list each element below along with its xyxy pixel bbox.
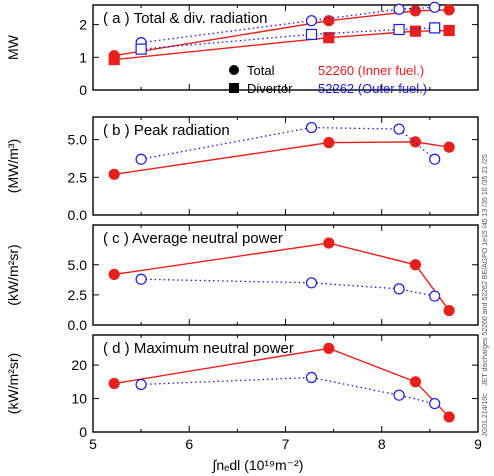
data-point-square — [323, 32, 335, 44]
data-point-circle — [393, 389, 405, 401]
data-point-circle — [305, 121, 318, 134]
series-line-52262 — [141, 6, 435, 44]
y-tick-label: 10 — [71, 391, 87, 407]
data-point-circle — [393, 123, 405, 135]
data-point-circle — [393, 3, 405, 15]
data-point-circle — [429, 153, 441, 165]
data-point-circle — [108, 268, 120, 280]
x-tick-label: 5 — [89, 436, 97, 452]
data-point-circle — [323, 342, 335, 354]
data-point-circle — [443, 304, 455, 317]
data-point-circle — [429, 1, 441, 13]
data-point-circle — [305, 371, 318, 384]
data-point-square — [429, 22, 441, 34]
x-tick-label: 7 — [282, 436, 290, 452]
data-point-square — [135, 43, 147, 55]
y-axis-label: MW — [5, 34, 21, 60]
data-point-circle — [135, 378, 147, 391]
data-point-circle — [305, 15, 318, 27]
panel-a: 0 1 2 ( a ) Total & div. radiation MW Total Di… — [5, 1, 479, 98]
series-line-52262 — [141, 376, 435, 405]
side-annotation-id: JG01.214/10c — [482, 393, 489, 437]
y-tick-label: 5.0 — [68, 132, 88, 148]
data-point-circle — [443, 4, 455, 16]
y-tick-label: 2 — [79, 17, 87, 33]
data-point-circle — [409, 376, 422, 388]
series-line-52260 — [114, 347, 450, 418]
y-tick-label: 1 — [79, 49, 87, 65]
data-point-circle — [135, 273, 147, 285]
panel-d: 0 10 20 ( d ) Maximum neutral power (kW/m²sr… — [5, 334, 479, 440]
data-point-circle — [108, 377, 120, 390]
x-tick-label: 9 — [474, 436, 482, 452]
legend-shot-label: 52260 (Inner fuel.) — [318, 63, 424, 78]
x-tick-label: 8 — [378, 436, 386, 452]
series-line-52260 — [114, 242, 450, 311]
data-point-circle — [409, 259, 422, 271]
data-point-circle — [135, 153, 147, 165]
y-tick-label: 2.5 — [68, 287, 88, 303]
series-line-52262 — [141, 126, 436, 160]
series-line-52260 — [114, 141, 450, 175]
data-point-square — [409, 25, 422, 37]
legend: Total Divertor 52260 (Inner fuel.) 52262 (O… — [229, 63, 427, 96]
data-point-circle — [323, 15, 335, 27]
y-axis-label: (kW/m²sr) — [5, 353, 21, 414]
series-line-52262 — [141, 27, 435, 50]
x-tick-label: 6 — [185, 436, 193, 452]
data-point-circle — [443, 141, 455, 153]
legend-shot-label: 52262 (Outer fuel.) — [318, 81, 427, 96]
data-point-circle — [323, 237, 335, 249]
y-tick-label: 0 — [79, 82, 87, 98]
data-point-square — [305, 28, 318, 41]
data-point-circle — [409, 5, 422, 17]
data-point-circle — [323, 137, 335, 149]
data-point-square — [108, 53, 120, 66]
series-line-52262 — [141, 278, 435, 297]
data-point-circle — [429, 397, 441, 410]
data-point-square — [393, 23, 405, 36]
y-tick-label: 20 — [71, 357, 87, 373]
x-axis-label: ∫nₑdl (10¹⁹m⁻²) — [212, 457, 304, 473]
panel-title: ( a ) Total & div. radiation — [103, 10, 268, 27]
data-point-circle — [443, 411, 455, 423]
legend-marker-square — [229, 83, 239, 93]
y-tick-label: 2.5 — [68, 169, 88, 185]
y-axis-label: (kW/m²sr) — [5, 244, 21, 305]
panel-title: ( d ) Maximum neutral power — [103, 340, 294, 357]
side-annotation-shots: JET discharges 52260 and 52262 BE/AGPO 1… — [482, 154, 489, 386]
data-point-circle — [108, 168, 120, 180]
y-tick-label: 0.0 — [68, 207, 88, 223]
panel-b: 0.0 2.5 5.0 ( b ) Peak radiation (MW/m³) — [5, 116, 479, 223]
legend-label: Total — [247, 63, 275, 78]
data-point-circle — [305, 277, 318, 289]
legend-label: Divertor — [247, 81, 293, 96]
y-tick-label: 5.0 — [68, 257, 88, 273]
data-point-circle — [409, 136, 422, 148]
y-axis-label: (MW/m³) — [5, 139, 21, 193]
legend-marker-circle — [229, 65, 239, 75]
data-point-circle — [429, 290, 441, 302]
data-point-circle — [393, 283, 405, 295]
panel-title: ( c ) Average neutral power — [103, 230, 283, 247]
y-tick-label: 0.0 — [68, 317, 88, 333]
y-tick-label: 0 — [79, 424, 87, 440]
data-point-square — [443, 24, 455, 37]
panel-c: 0.0 2.5 5.0 ( c ) Average neutral power (kW/… — [5, 224, 479, 333]
panel-title: ( b ) Peak radiation — [103, 122, 230, 139]
